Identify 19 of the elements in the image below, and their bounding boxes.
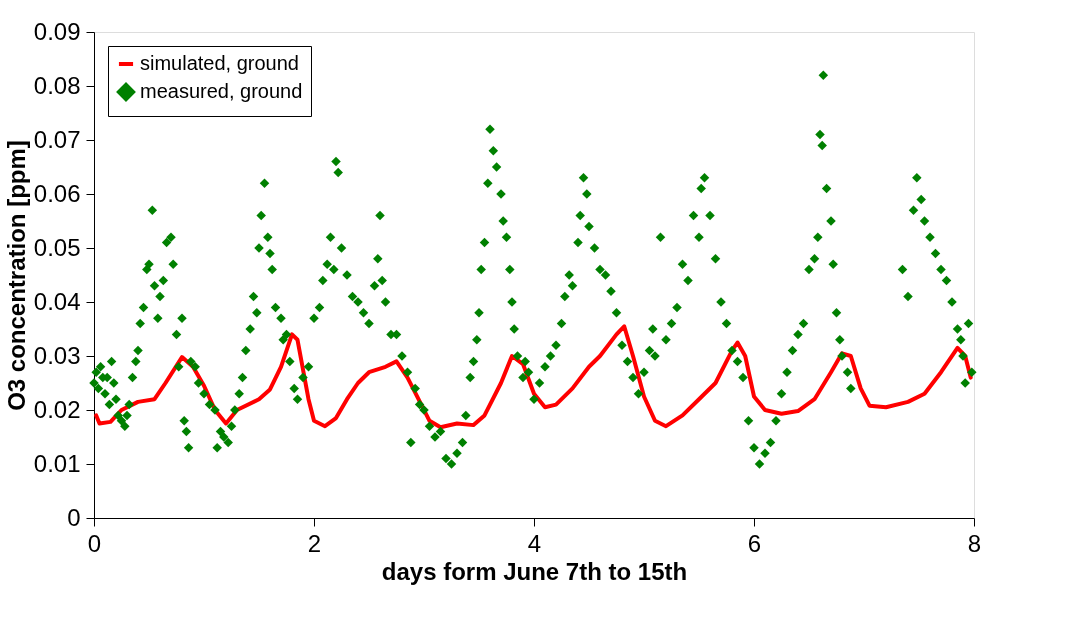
x-tick-label: 4: [527, 529, 542, 557]
y-tick-label: 0.02: [33, 395, 81, 423]
legend-label: simulated, ground: [140, 52, 299, 74]
x-tick-label: 8: [967, 529, 982, 557]
x-axis-title: days form June 7th to 15th: [381, 557, 688, 585]
y-tick-label: 0.06: [33, 179, 81, 207]
y-tick-label: 0.05: [33, 233, 81, 261]
y-tick-label: 0.09: [33, 17, 81, 45]
y-tick-label: 0.04: [33, 287, 81, 315]
y-tick-label: 0.07: [33, 125, 81, 153]
x-tick-label: 6: [747, 529, 762, 557]
x-tick-label: 0: [87, 529, 102, 557]
y-tick-label: 0.08: [33, 71, 81, 99]
y-tick-label: 0.01: [33, 449, 81, 477]
legend-label: measured, ground: [140, 80, 303, 102]
y-tick-label: 0: [67, 503, 81, 531]
x-tick-label: 2: [307, 529, 322, 557]
y-tick-label: 0.03: [33, 341, 81, 369]
y-axis-title: O3 concentration [ppm]: [2, 140, 30, 411]
